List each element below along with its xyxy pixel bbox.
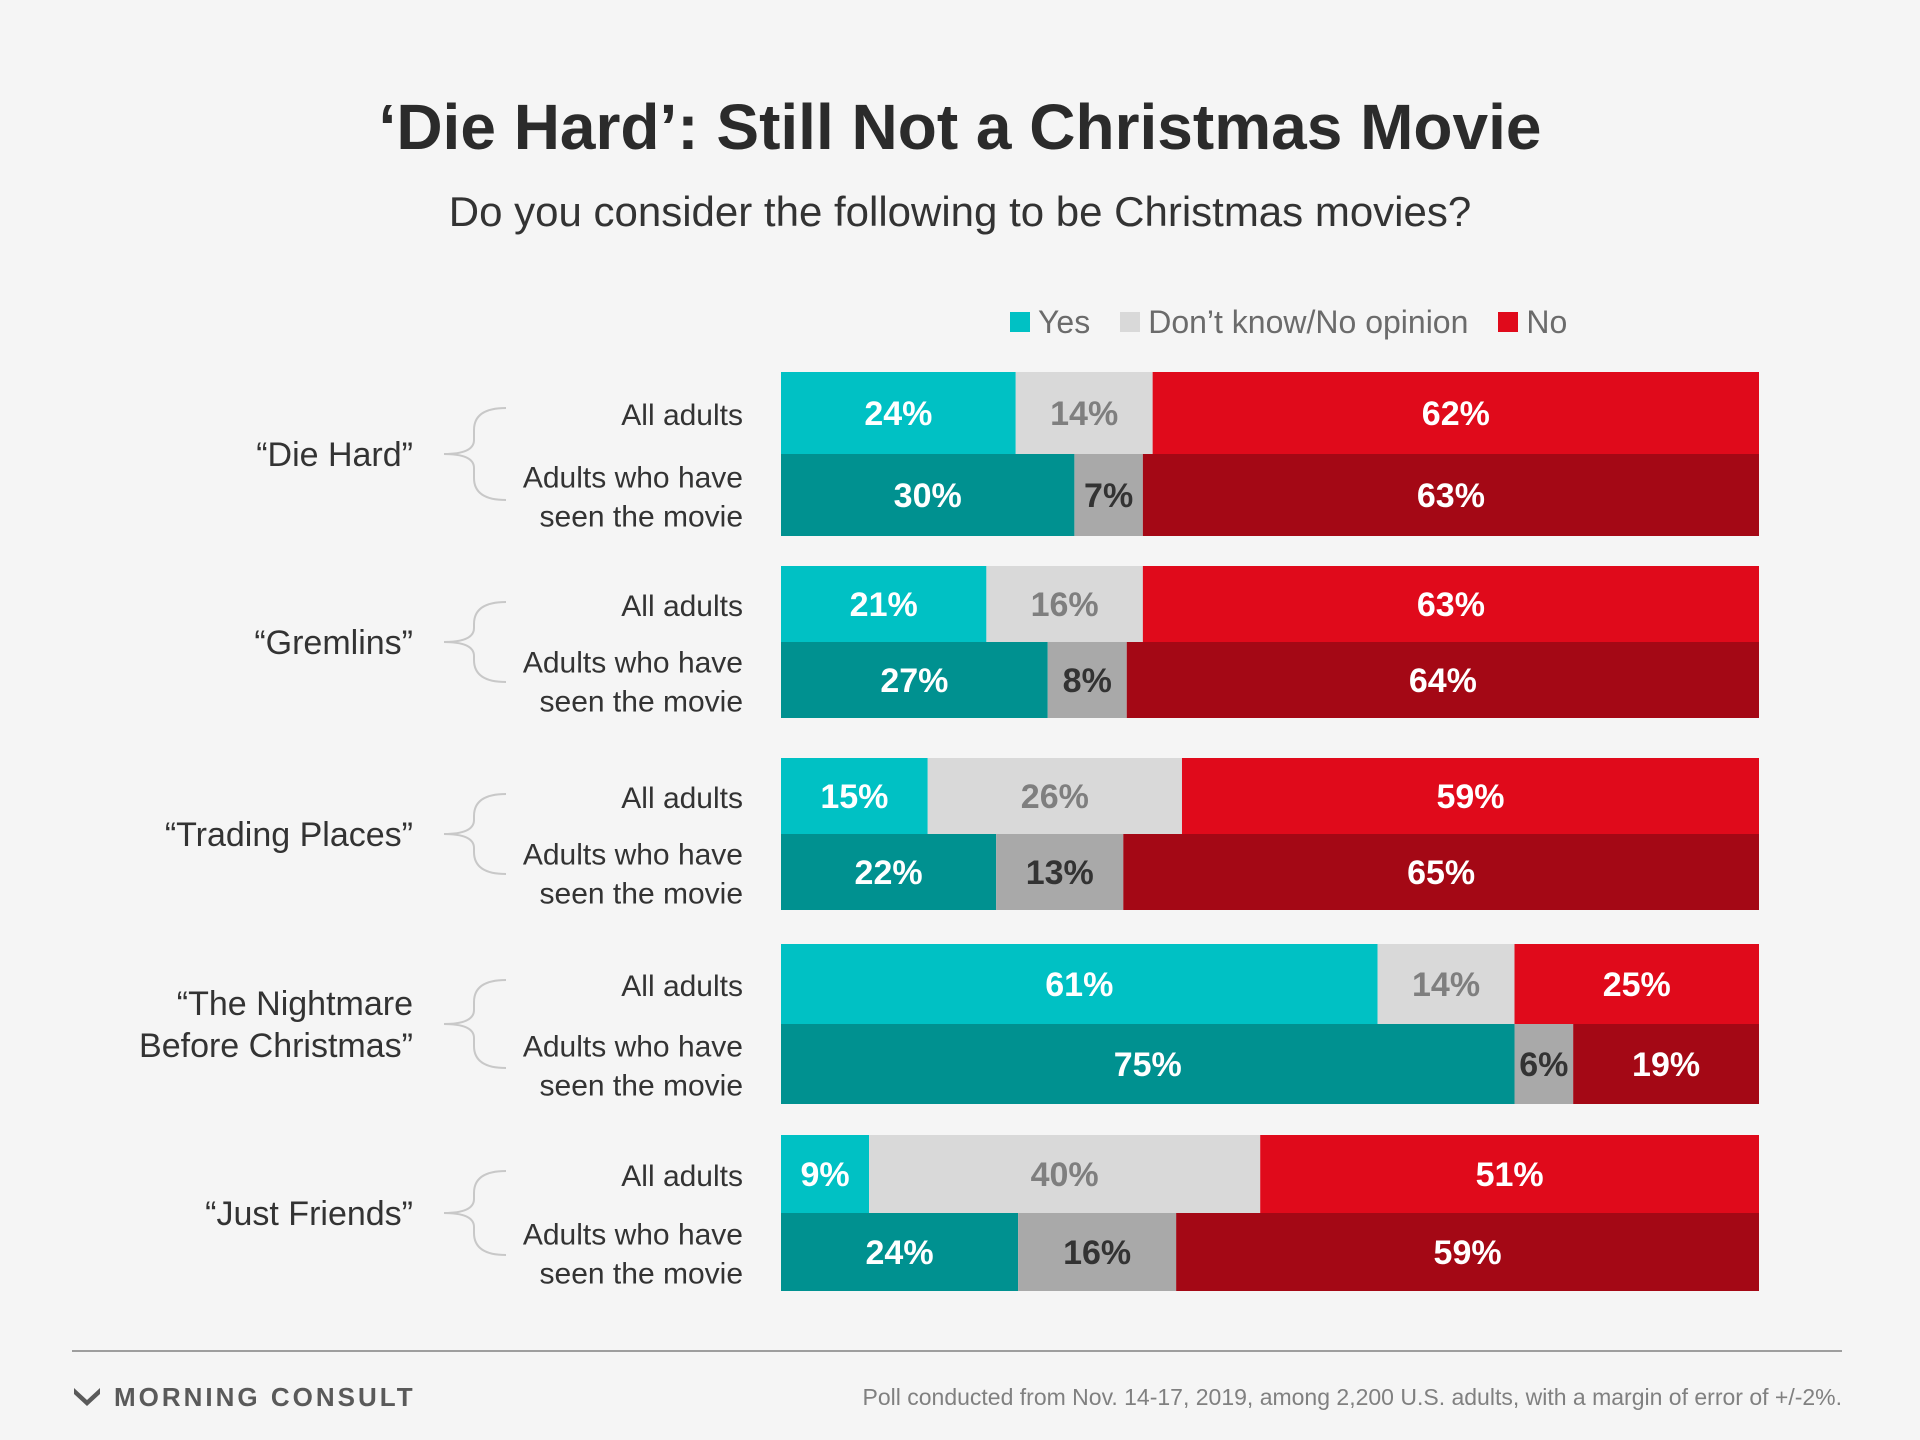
data-label-yes: 61%	[1045, 966, 1113, 1004]
data-label-dont-know: 8%	[1063, 662, 1112, 700]
data-label-no: 59%	[1436, 778, 1504, 816]
data-label-yes: 15%	[820, 778, 888, 816]
row-group-label: Adults who have seen the movie	[523, 839, 743, 911]
bar-segment-yes	[781, 1213, 1019, 1291]
bar-segment-yes	[781, 566, 987, 642]
bar-segment-no	[1123, 834, 1759, 910]
bar-segment-dont-know	[1074, 454, 1143, 536]
data-label-yes: 21%	[850, 586, 918, 624]
bar-segment-no	[1514, 944, 1759, 1024]
row-group-label: Adults who have seen the movie	[523, 1031, 743, 1103]
data-label-yes: 24%	[866, 1234, 934, 1272]
legend-label-no: No	[1526, 303, 1568, 340]
movie-title: “Die Hard”	[256, 436, 413, 474]
data-label-dont-know: 40%	[1031, 1156, 1099, 1194]
bar-segment-yes	[781, 1024, 1515, 1104]
bar-segment-yes	[781, 834, 997, 910]
data-label-dont-know: 7%	[1084, 477, 1133, 515]
data-label-no: 51%	[1476, 1156, 1544, 1194]
data-label-yes: 27%	[880, 662, 948, 700]
legend-item-yes: Yes	[1010, 304, 1090, 341]
movie-title: “Trading Places”	[165, 816, 413, 854]
row-group-label: Adults who have seen the movie	[523, 647, 743, 719]
bar-segment-yes	[781, 758, 928, 834]
bar-segment-no	[1126, 642, 1759, 718]
data-label-dont-know: 14%	[1050, 395, 1118, 433]
movie-title: “The Nightmare Before Christmas”	[139, 985, 413, 1065]
row-group-label: All adults	[621, 1160, 743, 1193]
bar-segment-no	[1142, 454, 1759, 536]
footnote: Poll conducted from Nov. 14-17, 2019, am…	[862, 1384, 1843, 1410]
data-label-dont-know: 14%	[1412, 966, 1480, 1004]
legend-item-dont-know: Don’t know/No opinion	[1120, 304, 1468, 341]
group-bracket	[443, 793, 507, 875]
legend-label-yes: Yes	[1038, 303, 1091, 340]
bar-segment-yes	[781, 642, 1048, 718]
data-label-yes: 75%	[1114, 1046, 1182, 1084]
bar-segment-dont-know	[869, 1135, 1261, 1213]
legend-swatch-no	[1498, 312, 1519, 332]
bar-segment-dont-know	[1015, 372, 1153, 454]
data-label-dont-know: 16%	[1031, 586, 1099, 624]
bar-segment-no	[1573, 1024, 1759, 1104]
data-label-yes: 9%	[800, 1156, 849, 1194]
chart-legend: Yes Don’t know/No opinion No	[1010, 300, 1597, 344]
row-group-label: All adults	[621, 590, 743, 623]
data-label-yes: 24%	[864, 395, 932, 433]
data-label-no: 59%	[1434, 1234, 1502, 1272]
footer-divider	[72, 1350, 1842, 1352]
row-group-label: All adults	[621, 399, 743, 432]
data-label-no: 63%	[1417, 477, 1485, 515]
bar-segment-no	[1152, 372, 1759, 454]
bar-segment-dont-know	[1047, 642, 1127, 718]
bar-segment-dont-know	[1377, 944, 1515, 1024]
bar-segment-dont-know	[1018, 1213, 1177, 1291]
bar-segment-dont-know	[986, 566, 1143, 642]
movie-title: “Just Friends”	[205, 1195, 413, 1233]
row-group-label: Adults who have seen the movie	[523, 1219, 743, 1291]
data-label-yes: 22%	[855, 854, 923, 892]
data-label-dont-know: 6%	[1519, 1046, 1568, 1084]
legend-swatch-dont-know	[1120, 312, 1141, 332]
data-label-yes: 30%	[894, 477, 962, 515]
row-group-label: All adults	[621, 970, 743, 1003]
bar-segment-yes	[781, 1135, 870, 1213]
footer-logo: MORNING CONSULT	[72, 1380, 416, 1414]
bar-segment-yes	[781, 454, 1075, 536]
morning-consult-logo-icon	[74, 1388, 100, 1406]
data-label-no: 25%	[1603, 966, 1671, 1004]
data-label-dont-know: 26%	[1021, 778, 1089, 816]
legend-item-no: No	[1498, 304, 1567, 341]
data-label-dont-know: 13%	[1026, 854, 1094, 892]
row-group-label: All adults	[621, 782, 743, 815]
movie-title: “Gremlins”	[254, 624, 413, 662]
chart-title: ‘Die Hard’: Still Not a Christmas Movie	[378, 91, 1542, 163]
group-bracket	[443, 601, 507, 683]
data-label-no: 64%	[1409, 662, 1477, 700]
group-bracket	[443, 1170, 507, 1256]
legend-swatch-yes	[1010, 312, 1030, 332]
legend-label-dont-know: Don’t know/No opinion	[1148, 303, 1469, 340]
data-label-dont-know: 16%	[1063, 1234, 1131, 1272]
group-bracket	[443, 979, 507, 1069]
bar-segment-no	[1176, 1213, 1759, 1291]
bar-segment-no	[1142, 566, 1759, 642]
bar-segment-no	[1181, 758, 1759, 834]
group-bracket	[443, 407, 507, 501]
chart-subtitle: Do you consider the following to be Chri…	[448, 188, 1472, 235]
row-group-label: Adults who have seen the movie	[523, 462, 743, 534]
bar-segment-yes	[781, 944, 1378, 1024]
bar-segment-dont-know	[1514, 1024, 1574, 1104]
bar-segment-dont-know	[996, 834, 1124, 910]
data-label-no: 19%	[1632, 1046, 1700, 1084]
bar-segment-yes	[781, 372, 1016, 454]
data-label-no: 65%	[1407, 854, 1475, 892]
data-label-no: 62%	[1422, 395, 1490, 433]
bar-segment-no	[1260, 1135, 1759, 1213]
logo-text: MORNING CONSULT	[114, 1381, 416, 1412]
bar-segment-dont-know	[927, 758, 1182, 834]
data-label-no: 63%	[1417, 586, 1485, 624]
